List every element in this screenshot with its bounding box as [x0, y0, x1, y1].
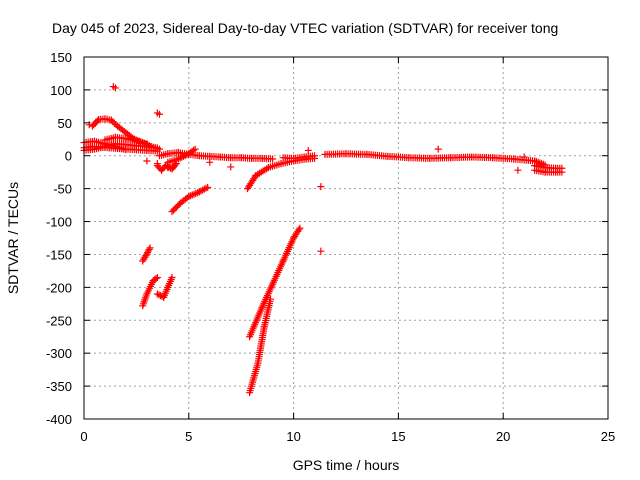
data-point	[190, 146, 198, 154]
data-point	[93, 117, 101, 125]
x-axis-label: GPS time / hours	[293, 457, 400, 473]
data-point	[146, 244, 154, 252]
y-tick-label: 0	[65, 149, 72, 164]
data-point	[304, 146, 312, 154]
data-point	[142, 252, 150, 260]
data-point	[434, 145, 442, 153]
data-point	[107, 116, 115, 124]
y-tick-label: 50	[58, 116, 72, 131]
series-recovering-arc	[139, 154, 319, 397]
data-point	[317, 183, 325, 191]
data-point	[295, 226, 303, 234]
data-point	[144, 247, 152, 255]
data-point	[164, 164, 172, 172]
y-tick-label: 150	[50, 50, 72, 65]
data-point	[172, 160, 180, 168]
data-point	[144, 249, 152, 257]
data-point	[311, 154, 319, 162]
data-point	[145, 245, 153, 253]
plot-frame	[83, 56, 609, 420]
x-tick-labels: 0 5 10 15 20 25	[80, 429, 615, 444]
data-point	[202, 184, 210, 192]
y-tick-label: -200	[46, 280, 72, 295]
x-tick-label: 5	[185, 429, 192, 444]
data-point	[143, 157, 151, 165]
data-point	[122, 146, 130, 154]
x-tick-label: 15	[391, 429, 405, 444]
data-point	[153, 273, 161, 281]
y-tick-label: -50	[53, 182, 72, 197]
data-point	[269, 155, 277, 163]
y-tick-label: -250	[46, 313, 72, 328]
data-point	[110, 119, 118, 127]
y-tick-label: -150	[46, 247, 72, 262]
y-tick-label: 100	[50, 83, 72, 98]
data-point	[153, 160, 161, 168]
y-tick-labels: 150 100 50 0 -50 -100 -150 -200 -250 -300 -350 -400	[46, 50, 72, 427]
x-tick-label: 0	[80, 429, 87, 444]
data-point	[153, 290, 161, 298]
data-point	[168, 273, 176, 281]
series-main-band	[80, 115, 566, 176]
data-point	[155, 110, 163, 118]
data-point	[155, 145, 163, 153]
data-point	[206, 158, 214, 166]
y-tick-label: -300	[46, 346, 72, 361]
data-point	[514, 166, 522, 174]
data-point	[143, 140, 151, 148]
data-point	[520, 153, 528, 161]
y-axis-label: SDTVAR / TECUs	[5, 182, 21, 294]
data-point	[317, 247, 325, 255]
x-tick-label: 25	[601, 429, 615, 444]
data-point	[191, 145, 199, 153]
data-points	[80, 83, 566, 397]
data-point	[143, 250, 151, 258]
data-point	[558, 164, 566, 172]
data-point	[144, 141, 152, 149]
y-tick-label: -400	[46, 412, 72, 427]
chart-title: Day 045 of 2023, Sidereal Day-to-day VTE…	[52, 20, 558, 36]
data-point	[109, 118, 117, 126]
data-point	[204, 183, 212, 191]
axis-ticks	[83, 56, 609, 420]
grid-lines	[84, 57, 608, 419]
data-point	[171, 161, 179, 169]
data-point	[111, 84, 119, 92]
x-tick-label: 20	[496, 429, 510, 444]
data-point	[296, 224, 304, 232]
y-tick-label: -100	[46, 215, 72, 230]
x-tick-label: 10	[286, 429, 300, 444]
series-isolated	[85, 83, 528, 255]
data-point	[227, 163, 235, 171]
data-point	[152, 275, 160, 283]
y-tick-label: -350	[46, 379, 72, 394]
data-point	[267, 295, 275, 303]
